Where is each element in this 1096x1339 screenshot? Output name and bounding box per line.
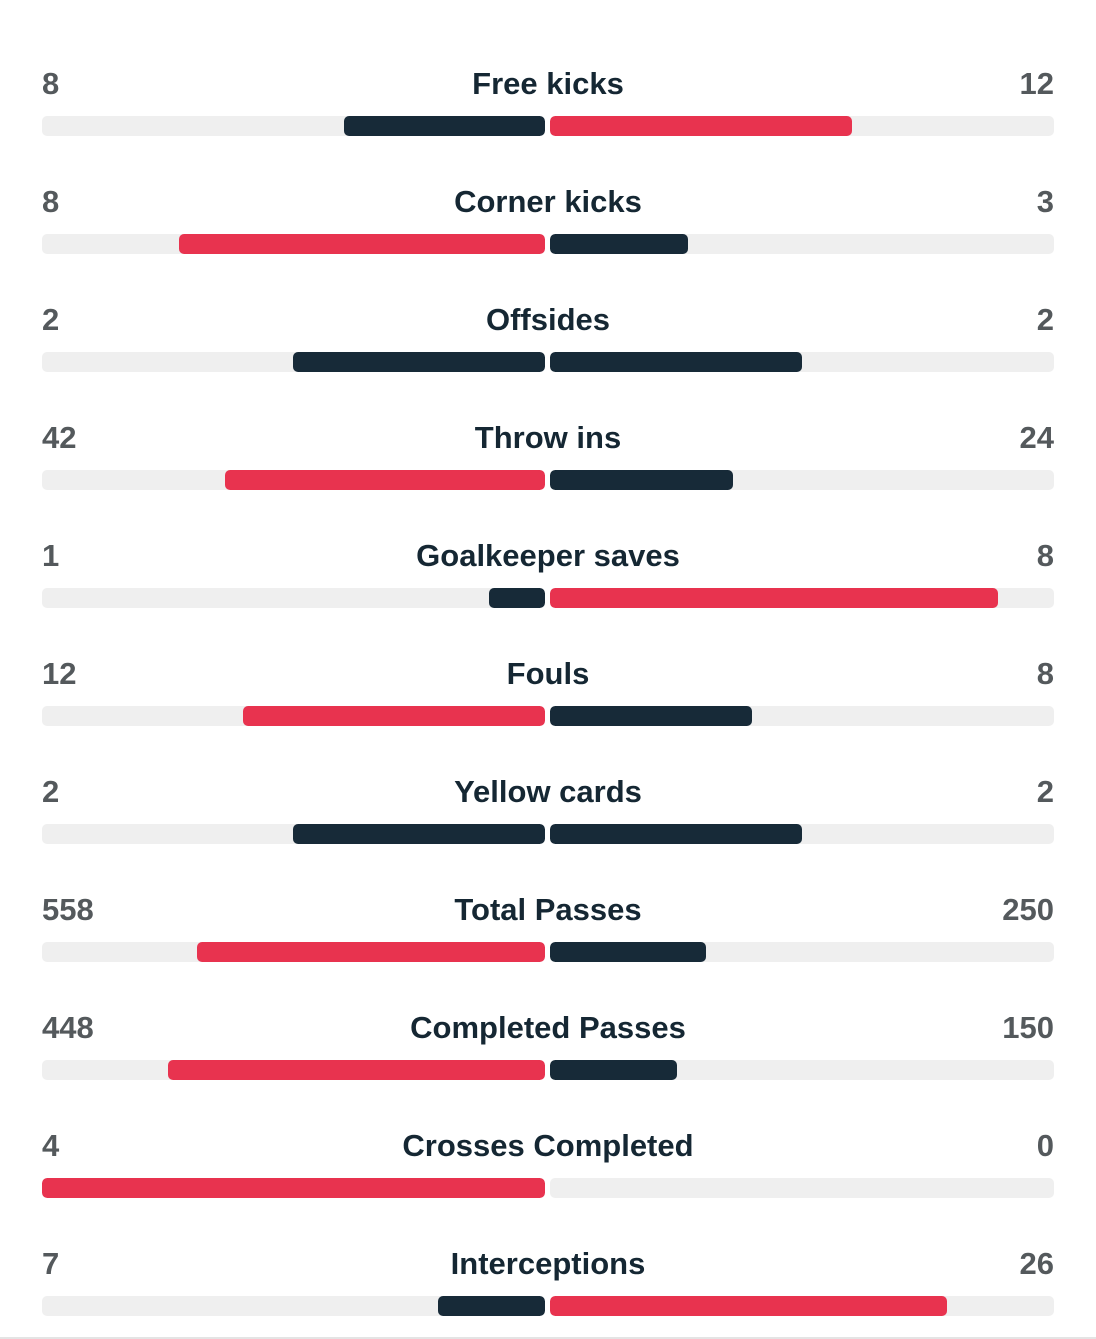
away-value: 24 bbox=[1019, 420, 1054, 455]
home-bar-fill bbox=[344, 116, 545, 136]
home-value: 2 bbox=[42, 774, 60, 809]
stat-label: Free kicks bbox=[472, 66, 624, 101]
home-bar-track bbox=[42, 1060, 545, 1080]
home-value: 42 bbox=[42, 420, 77, 455]
away-value: 2 bbox=[1036, 774, 1054, 809]
away-bar-track bbox=[550, 1178, 1054, 1198]
home-value: 448 bbox=[42, 1010, 94, 1045]
home-value: 7 bbox=[42, 1246, 60, 1281]
home-bar-track bbox=[42, 824, 545, 844]
away-value: 8 bbox=[1036, 538, 1054, 573]
stat-row: 4 Crosses Completed 0 bbox=[42, 1062, 1054, 1198]
stat-label: Yellow cards bbox=[454, 774, 642, 809]
home-value: 558 bbox=[42, 892, 94, 927]
away-bar-track bbox=[550, 824, 1054, 844]
stat-label: Throw ins bbox=[474, 420, 622, 455]
home-bar-fill bbox=[438, 1296, 545, 1316]
away-bar-track bbox=[550, 588, 1054, 608]
away-value: 250 bbox=[1002, 892, 1054, 927]
home-bar-track bbox=[42, 470, 545, 490]
away-bar-track bbox=[550, 234, 1054, 254]
stat-row: 448 Completed Passes 150 bbox=[42, 944, 1054, 1080]
home-bar-fill bbox=[225, 470, 545, 490]
home-value: 2 bbox=[42, 302, 60, 337]
home-value: 4 bbox=[42, 1128, 60, 1163]
stat-row: 7 Interceptions 26 bbox=[42, 1180, 1054, 1316]
home-bar-track bbox=[42, 1296, 545, 1316]
away-bar-track bbox=[550, 706, 1054, 726]
home-bar-track bbox=[42, 1178, 545, 1198]
home-bar-track bbox=[42, 116, 545, 136]
home-bar-track bbox=[42, 942, 545, 962]
away-bar-fill bbox=[550, 1296, 947, 1316]
stat-row: 2 Offsides 2 bbox=[42, 236, 1054, 372]
stat-label: Corner kicks bbox=[454, 184, 642, 219]
home-value: 8 bbox=[42, 184, 60, 219]
stat-label: Interceptions bbox=[450, 1246, 646, 1281]
home-bar-fill bbox=[489, 588, 545, 608]
home-bar-track bbox=[42, 706, 545, 726]
home-bar-track bbox=[42, 234, 545, 254]
home-bar-fill bbox=[293, 352, 545, 372]
away-bar-fill bbox=[550, 942, 706, 962]
home-value: 8 bbox=[42, 66, 60, 101]
away-value: 8 bbox=[1036, 656, 1054, 691]
away-bar-track bbox=[550, 116, 1054, 136]
home-value: 1 bbox=[42, 538, 60, 573]
stat-label: Fouls bbox=[506, 656, 590, 691]
away-bar-fill bbox=[550, 706, 752, 726]
stat-label: Total Passes bbox=[454, 892, 642, 927]
away-bar-fill bbox=[550, 1060, 677, 1080]
away-value: 12 bbox=[1019, 66, 1054, 101]
away-value: 2 bbox=[1036, 302, 1054, 337]
home-bar-fill bbox=[42, 1178, 545, 1198]
stat-row: 42 Throw ins 24 bbox=[42, 354, 1054, 490]
stat-row: 8 Corner kicks 3 bbox=[42, 118, 1054, 254]
stat-label: Goalkeeper saves bbox=[416, 538, 680, 573]
away-value: 26 bbox=[1019, 1246, 1054, 1281]
away-bar-track bbox=[550, 470, 1054, 490]
bottom-divider bbox=[0, 1337, 1096, 1339]
away-bar-track bbox=[550, 1060, 1054, 1080]
away-bar-track bbox=[550, 942, 1054, 962]
stat-row: 558 Total Passes 250 bbox=[42, 826, 1054, 962]
away-bar-fill bbox=[550, 824, 802, 844]
home-bar-fill bbox=[243, 706, 545, 726]
stat-row: 12 Fouls 8 bbox=[42, 590, 1054, 726]
away-bar-fill bbox=[550, 470, 733, 490]
stat-label: Crosses Completed bbox=[402, 1128, 694, 1163]
away-bar-fill bbox=[550, 234, 688, 254]
home-value: 12 bbox=[42, 656, 77, 691]
home-bar-fill bbox=[179, 234, 545, 254]
stat-label: Completed Passes bbox=[410, 1010, 686, 1045]
stat-row: 8 Free kicks 12 bbox=[42, 0, 1054, 136]
home-bar-fill bbox=[197, 942, 545, 962]
home-bar-track bbox=[42, 588, 545, 608]
away-bar-track bbox=[550, 352, 1054, 372]
home-bar-fill bbox=[168, 1060, 545, 1080]
away-bar-fill bbox=[550, 588, 998, 608]
away-bar-track bbox=[550, 1296, 1054, 1316]
stat-label: Offsides bbox=[485, 302, 611, 337]
away-bar-fill bbox=[550, 116, 852, 136]
away-value: 150 bbox=[1002, 1010, 1054, 1045]
home-bar-fill bbox=[293, 824, 545, 844]
home-bar-track bbox=[42, 352, 545, 372]
away-bar-fill bbox=[550, 352, 802, 372]
stat-row: 2 Yellow cards 2 bbox=[42, 708, 1054, 844]
stat-row: 1 Goalkeeper saves 8 bbox=[42, 472, 1054, 608]
away-value: 0 bbox=[1036, 1128, 1054, 1163]
away-value: 3 bbox=[1036, 184, 1054, 219]
